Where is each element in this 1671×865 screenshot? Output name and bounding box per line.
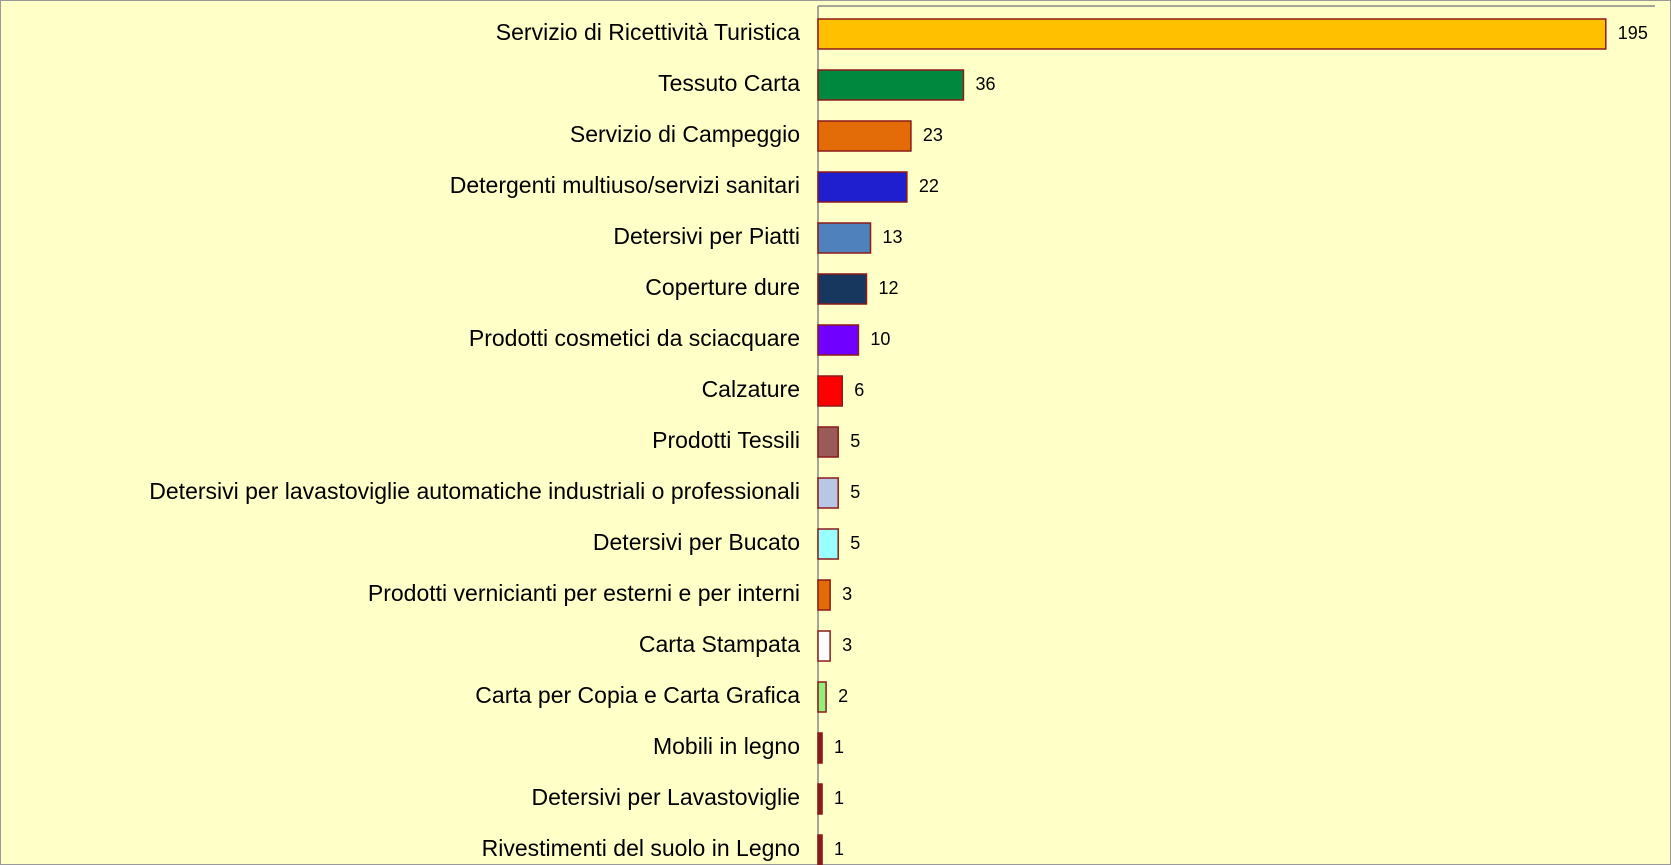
bar — [817, 171, 908, 203]
bar — [817, 273, 868, 305]
bar — [817, 579, 831, 611]
category-label: Mobili in legno — [653, 733, 800, 759]
value-label: 23 — [923, 125, 943, 145]
value-label: 3 — [842, 635, 852, 655]
category-label: Carta Stampata — [639, 631, 800, 657]
bar — [817, 120, 912, 152]
value-label: 5 — [850, 431, 860, 451]
category-label: Tessuto Carta — [658, 70, 800, 96]
bar — [817, 375, 843, 407]
bar — [817, 69, 965, 101]
category-label: Detersivi per Lavastoviglie — [532, 784, 800, 810]
bar — [817, 18, 1607, 50]
category-label: Prodotti cosmetici da sciacquare — [469, 325, 800, 351]
value-label: 12 — [878, 278, 898, 298]
value-label: 5 — [850, 533, 860, 553]
value-label: 13 — [883, 227, 903, 247]
value-label: 5 — [850, 482, 860, 502]
value-label: 1 — [834, 788, 844, 808]
bar — [817, 528, 839, 560]
bar — [817, 630, 831, 662]
value-label: 2 — [838, 686, 848, 706]
value-label: 22 — [919, 176, 939, 196]
value-label: 195 — [1618, 23, 1648, 43]
category-label: Rivestimenti del suolo in Legno — [482, 835, 800, 861]
bar — [817, 222, 872, 254]
bar — [817, 426, 839, 458]
value-label: 6 — [854, 380, 864, 400]
bar — [817, 732, 823, 764]
bar — [817, 834, 823, 865]
value-label: 3 — [842, 584, 852, 604]
category-label: Detergenti multiuso/servizi sanitari — [450, 172, 800, 198]
value-label: 10 — [870, 329, 890, 349]
category-label: Carta per Copia e Carta Grafica — [475, 682, 800, 708]
category-label: Calzature — [702, 376, 800, 402]
category-label: Coperture dure — [645, 274, 800, 300]
bar — [817, 324, 860, 356]
bar — [817, 477, 839, 509]
value-label: 36 — [975, 74, 995, 94]
category-label: Prodotti vernicianti per esterni e per i… — [368, 580, 800, 606]
category-label: Detersivi per Bucato — [593, 529, 800, 555]
bar — [817, 783, 823, 815]
value-label: 1 — [834, 839, 844, 859]
category-label: Detersivi per Piatti — [613, 223, 800, 249]
value-label: 1 — [834, 737, 844, 757]
bar — [817, 681, 827, 713]
category-label: Detersivi per lavastoviglie automatiche … — [149, 478, 800, 504]
category-label: Servizio di Campeggio — [570, 121, 800, 147]
category-label: Prodotti Tessili — [652, 427, 800, 453]
category-label: Servizio di Ricettività Turistica — [496, 19, 800, 45]
